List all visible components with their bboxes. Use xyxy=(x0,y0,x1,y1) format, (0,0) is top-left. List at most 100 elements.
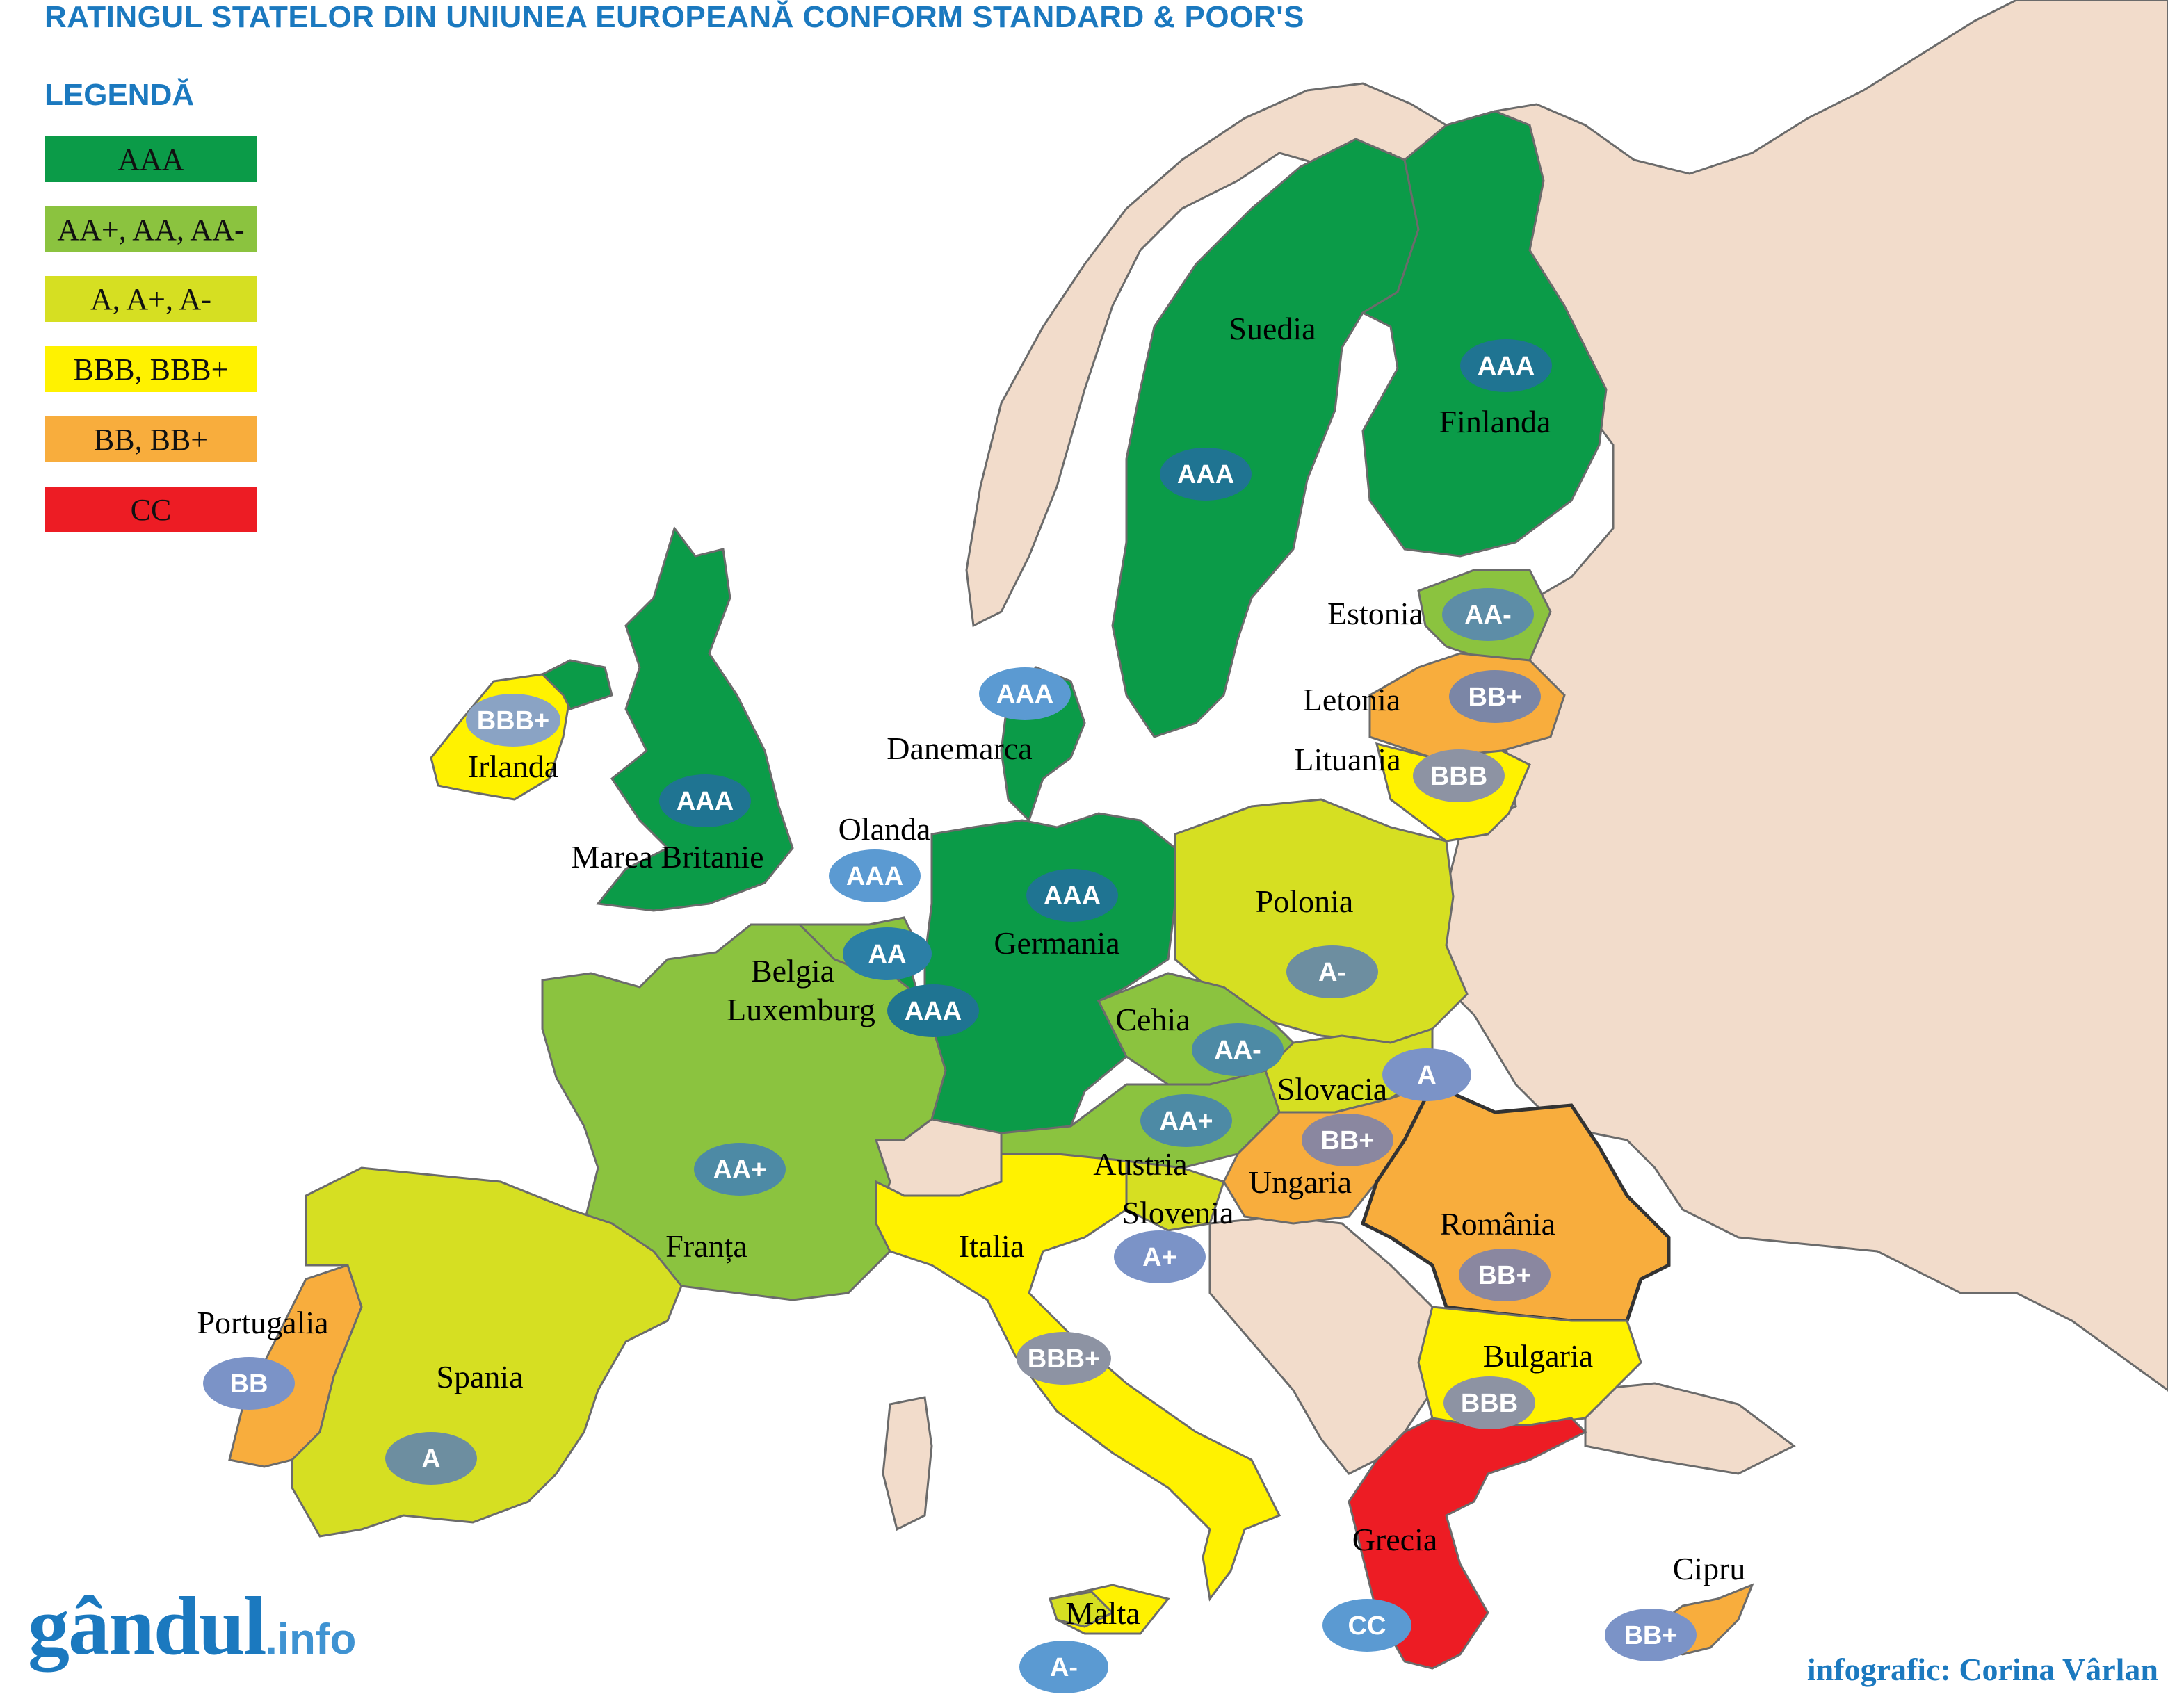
label-cipru: Cipru xyxy=(1673,1551,1746,1586)
badge-grecia: CC xyxy=(1322,1599,1411,1652)
svg-text:CC: CC xyxy=(1348,1611,1386,1641)
svg-text:BB+: BB+ xyxy=(1468,683,1521,712)
legend-item-a: A, A+, A- xyxy=(45,276,257,322)
badge-franta: AA+ xyxy=(694,1143,786,1196)
label-luxemburg: Luxemburg xyxy=(727,992,875,1027)
badge-polonia: A- xyxy=(1286,945,1378,998)
svg-text:AA+: AA+ xyxy=(1159,1107,1213,1136)
label-slovenia: Slovenia xyxy=(1122,1195,1234,1230)
logo-suffix: .info xyxy=(265,1616,357,1664)
legend-item-aaa: AAA xyxy=(45,136,257,182)
badge-letonia: BB+ xyxy=(1449,670,1541,723)
badge-portugalia: BB xyxy=(203,1357,295,1410)
label-portugalia: Portugalia xyxy=(197,1305,328,1340)
svg-text:BBB+: BBB+ xyxy=(477,706,550,735)
country-malta xyxy=(1049,1591,1115,1628)
country-uk-ni xyxy=(540,659,613,710)
badge-ungaria: BB+ xyxy=(1302,1114,1393,1166)
gandul-logo: gândul.info xyxy=(28,1578,356,1674)
svg-text:AAA: AAA xyxy=(996,680,1053,709)
badge-suedia: AAA xyxy=(1160,448,1252,501)
svg-text:BB+: BB+ xyxy=(1320,1126,1374,1155)
badge-marea-britanie: AAA xyxy=(659,774,751,827)
label-cehia: Cehia xyxy=(1115,1002,1190,1037)
legend-title: LEGENDĂ xyxy=(45,78,195,112)
svg-text:AA-: AA- xyxy=(1214,1036,1261,1065)
svg-text:BB: BB xyxy=(230,1369,268,1399)
badge-slovenia: A+ xyxy=(1114,1230,1206,1283)
label-estonia: Estonia xyxy=(1327,596,1423,631)
label-letonia: Letonia xyxy=(1303,682,1401,717)
country-spain xyxy=(291,1166,683,1538)
svg-text:A+: A+ xyxy=(1142,1243,1177,1272)
label-olanda: Olanda xyxy=(839,811,931,847)
svg-text:BBB+: BBB+ xyxy=(1028,1344,1101,1374)
rating-badges: AAA AAA AA- BB+ BBB AAA BBB+ AAA AAA AA … xyxy=(203,339,1697,1693)
badge-danemarca: AAA xyxy=(979,667,1071,720)
country-italy-sardinia xyxy=(882,1396,933,1531)
country-romania xyxy=(1360,1082,1671,1323)
badge-olanda: AAA xyxy=(829,849,921,902)
badge-lituania: BBB xyxy=(1413,749,1505,802)
label-malta: Malta xyxy=(1065,1595,1140,1631)
label-austria: Austria xyxy=(1093,1146,1187,1182)
label-marea-britanie: Marea Britanie xyxy=(571,839,763,875)
label-belgia: Belgia xyxy=(751,953,834,989)
legend-item-bb: BB, BB+ xyxy=(45,416,257,462)
legend-item-aa: AA+, AA, AA- xyxy=(45,206,257,252)
badge-luxemburg: AAA xyxy=(887,984,979,1037)
svg-text:A: A xyxy=(421,1445,440,1474)
label-finlanda: Finlanda xyxy=(1439,404,1551,439)
legend-item-bbb: BBB, BBB+ xyxy=(45,346,257,392)
country-labels: Suedia Finlanda Estonia Letonia Lituania… xyxy=(197,311,1745,1631)
label-bulgaria: Bulgaria xyxy=(1483,1338,1593,1374)
svg-text:BBB: BBB xyxy=(1430,762,1487,791)
label-grecia: Grecia xyxy=(1352,1522,1438,1557)
svg-text:AAA: AAA xyxy=(846,862,903,891)
svg-text:A-: A- xyxy=(1050,1653,1078,1682)
label-spania: Spania xyxy=(436,1359,523,1394)
svg-text:AAA: AAA xyxy=(905,997,962,1026)
legend-label: BBB, BBB+ xyxy=(73,352,229,387)
infographic-credit: infografic: Corina Vârlan xyxy=(1806,1652,2158,1687)
land-turkey xyxy=(1584,1382,1796,1475)
svg-text:AAA: AAA xyxy=(1044,881,1101,911)
country-sweden xyxy=(1111,138,1420,738)
badge-slovacia: A xyxy=(1382,1048,1471,1101)
svg-text:AAA: AAA xyxy=(677,787,734,816)
label-italia: Italia xyxy=(959,1228,1025,1264)
svg-text:BBB: BBB xyxy=(1461,1389,1518,1418)
badge-austria: AA+ xyxy=(1140,1094,1232,1147)
svg-text:BB+: BB+ xyxy=(1624,1621,1677,1650)
country-uk xyxy=(596,526,794,912)
svg-text:BB+: BB+ xyxy=(1478,1261,1531,1290)
badge-romania: BB+ xyxy=(1459,1249,1551,1301)
svg-text:AA: AA xyxy=(868,940,907,969)
badge-irlanda: BBB+ xyxy=(466,694,560,747)
label-polonia: Polonia xyxy=(1256,884,1354,919)
svg-text:AAA: AAA xyxy=(1478,352,1535,381)
label-lituania: Lituania xyxy=(1294,742,1400,777)
logo-main: gândul xyxy=(28,1579,267,1672)
label-irlanda: Irlanda xyxy=(468,749,558,784)
svg-text:A-: A- xyxy=(1318,958,1346,987)
non-eu-land xyxy=(875,0,2168,1475)
label-suedia: Suedia xyxy=(1229,311,1316,346)
badge-bulgaria: BBB xyxy=(1443,1376,1535,1429)
label-ungaria: Ungaria xyxy=(1249,1164,1352,1200)
badge-finlanda: AAA xyxy=(1460,339,1552,392)
label-romania: România xyxy=(1440,1206,1555,1242)
badge-belgia: AA xyxy=(843,927,932,980)
badge-cehia: AA- xyxy=(1192,1023,1284,1076)
country-finland xyxy=(1360,110,1608,558)
svg-text:AAA: AAA xyxy=(1177,460,1234,489)
legend-label: A, A+, A- xyxy=(90,282,211,316)
land-balkans xyxy=(1208,1215,1434,1475)
badge-cipru: BB+ xyxy=(1605,1609,1697,1661)
legend-label: BB, BB+ xyxy=(93,422,209,457)
legend-label: CC xyxy=(130,492,172,527)
svg-text:A: A xyxy=(1417,1061,1436,1090)
badge-estonia: AA- xyxy=(1442,588,1534,641)
